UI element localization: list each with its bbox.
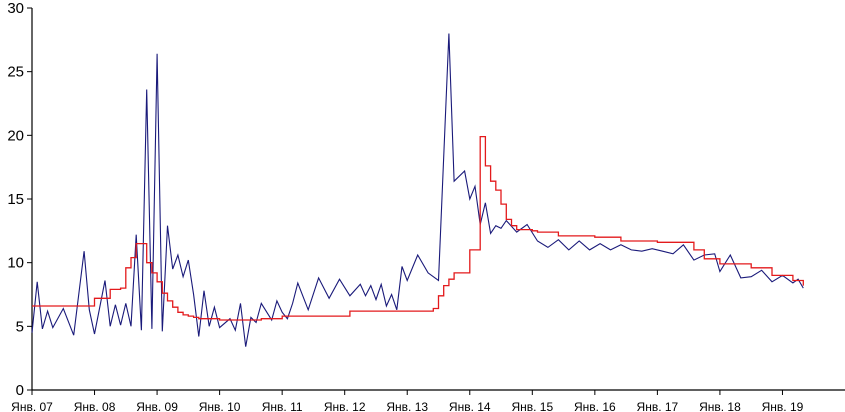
axes: 0 5 10 15 20 25 30 Янв. 07 Янв. 08 Янв. 09 Янв. 10… [7,0,845,412]
x-tick-label: Янв. 15 [511,400,553,412]
x-tick-label: Янв. 16 [574,400,616,412]
x-tick-label: Янв. 19 [762,400,804,412]
x-tick-label: Янв. 08 [74,400,116,412]
x-tick-label: Янв. 07 [11,400,53,412]
x-tick-label: Янв. 13 [386,400,428,412]
series-layer [31,33,804,347]
y-tick-label: 20 [7,127,24,144]
x-tick-label: Янв. 14 [449,400,491,412]
x-tick-label: Янв. 09 [136,400,178,412]
y-tick-label: 15 [7,191,24,208]
x-tick-label: Янв. 10 [199,400,241,412]
y-tick-label: 10 [7,255,24,272]
y-tick-label: 5 [16,318,24,335]
y-tick-label: 25 [7,64,24,81]
y-tick-label: 30 [7,0,24,17]
series-line [31,33,804,347]
y-tick-label: 0 [16,382,24,399]
step-series-line [32,135,804,321]
x-tick-label: Янв. 12 [324,400,366,412]
x-tick-label: Янв. 11 [262,400,303,412]
x-tick-label: Янв. 17 [637,400,679,412]
x-tick-label: Янв. 18 [699,400,741,412]
